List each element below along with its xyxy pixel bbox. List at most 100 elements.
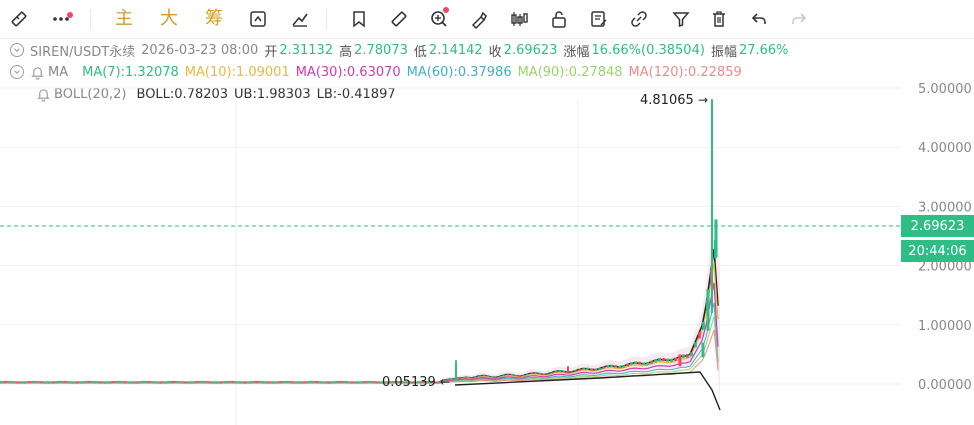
link-icon[interactable] bbox=[628, 8, 650, 30]
candle-body bbox=[586, 367, 590, 370]
candle-body bbox=[690, 352, 693, 357]
ma-label: MA bbox=[48, 64, 69, 80]
ma30-value: MA(30):0.63070 bbox=[295, 64, 401, 80]
candle-body bbox=[87, 381, 91, 383]
candle-body bbox=[542, 373, 546, 376]
undo-icon[interactable] bbox=[748, 8, 770, 30]
chevron-down-icon bbox=[14, 48, 20, 52]
candle-body bbox=[630, 362, 634, 365]
candle-body bbox=[223, 381, 227, 383]
chart-toolbar: 主 大 筹 bbox=[0, 0, 974, 39]
measure-icon[interactable] bbox=[388, 8, 410, 30]
candle-body bbox=[702, 321, 705, 330]
main-chart-button[interactable]: 主 bbox=[115, 8, 133, 29]
candle-body bbox=[55, 381, 59, 383]
candle-body bbox=[414, 381, 418, 384]
brush-icon[interactable] bbox=[468, 8, 490, 30]
candle-body bbox=[339, 381, 342, 383]
candle-body bbox=[418, 381, 422, 383]
redo-icon[interactable] bbox=[788, 8, 810, 30]
candle-body bbox=[558, 370, 562, 372]
delete-icon[interactable] bbox=[708, 8, 730, 30]
candle-body bbox=[606, 364, 610, 368]
zoom-badge-dot bbox=[443, 7, 449, 13]
candle-body bbox=[614, 365, 618, 368]
candle-body bbox=[83, 381, 87, 383]
bell-icon[interactable] bbox=[30, 65, 45, 80]
chip-distribution-button[interactable]: 筹 bbox=[205, 8, 223, 29]
candle-body bbox=[247, 381, 251, 384]
candle-body bbox=[347, 381, 350, 383]
candle-body bbox=[27, 381, 31, 383]
candle-body bbox=[502, 374, 506, 377]
ma-collapse-toggle[interactable] bbox=[10, 65, 24, 79]
candle-body bbox=[538, 372, 542, 375]
candle-body bbox=[111, 381, 115, 383]
boll-label: BOLL(20,2) bbox=[54, 86, 127, 102]
candle-body bbox=[255, 381, 259, 383]
candle-body bbox=[179, 381, 183, 383]
collapse-toggle[interactable] bbox=[10, 43, 24, 57]
big-order-button[interactable]: 大 bbox=[160, 8, 178, 29]
candle-body bbox=[299, 381, 302, 384]
ma7-value: MA(7):1.32078 bbox=[82, 64, 179, 80]
zoom-in-icon[interactable] bbox=[428, 8, 450, 30]
trend-line-icon[interactable] bbox=[289, 8, 311, 30]
candle-body bbox=[75, 381, 79, 384]
ruler-icon[interactable] bbox=[8, 8, 30, 30]
candle-body bbox=[466, 376, 470, 379]
candle-body bbox=[574, 370, 578, 373]
candle-body bbox=[103, 381, 107, 384]
bookmark-icon[interactable] bbox=[348, 8, 370, 30]
close-label: 收 bbox=[488, 44, 502, 60]
candle-body bbox=[698, 332, 701, 339]
bell-icon[interactable] bbox=[36, 87, 51, 102]
candlestick-icon[interactable] bbox=[508, 8, 530, 30]
candle-body bbox=[474, 376, 478, 379]
candle-body bbox=[291, 381, 294, 383]
ohlc-legend: SIREN/USDT永续 2026-03-23 08:00 开 2.31132 … bbox=[10, 41, 795, 60]
candle-body bbox=[147, 381, 151, 383]
candle-body bbox=[183, 381, 187, 384]
toolbar-divider bbox=[90, 9, 91, 29]
candle-body bbox=[582, 367, 586, 370]
high-mark-label: 4.81065 bbox=[640, 93, 694, 108]
high-mark-arrow-icon: → bbox=[698, 93, 708, 107]
candle-body bbox=[251, 381, 255, 383]
refresh-icon[interactable] bbox=[247, 8, 269, 30]
candle-body bbox=[570, 371, 574, 373]
candle-body bbox=[662, 357, 665, 362]
candle-body bbox=[99, 381, 103, 384]
candle-body bbox=[263, 381, 267, 383]
symbol-label: SIREN/USDT永续 bbox=[30, 44, 136, 60]
candle-body bbox=[51, 381, 55, 384]
candle-body bbox=[331, 381, 334, 384]
candle-body bbox=[267, 381, 271, 384]
candle-body bbox=[610, 364, 614, 368]
amplitude-label: 振幅 bbox=[710, 44, 737, 60]
candle-body bbox=[159, 381, 163, 384]
candle-body bbox=[458, 377, 462, 379]
candle-body bbox=[131, 381, 135, 384]
candle-body bbox=[215, 381, 219, 384]
candle-body bbox=[319, 381, 322, 383]
candle-body bbox=[343, 381, 346, 383]
candle-body bbox=[386, 381, 390, 384]
candle-body bbox=[422, 381, 426, 383]
more-icon[interactable] bbox=[50, 8, 72, 30]
unlock-icon[interactable] bbox=[548, 8, 570, 30]
candle-body bbox=[295, 381, 298, 384]
edit-note-icon[interactable] bbox=[588, 8, 610, 30]
candle-body bbox=[283, 381, 287, 383]
candle-body bbox=[410, 381, 414, 384]
candle-body bbox=[654, 359, 657, 363]
filter-icon[interactable] bbox=[670, 8, 692, 30]
high-value: 2.78073 bbox=[354, 42, 408, 58]
candle-body bbox=[323, 381, 326, 384]
candle-body bbox=[259, 381, 263, 383]
low-mark-label: 0.05139 bbox=[382, 375, 436, 390]
candle-body bbox=[478, 375, 482, 377]
candle-body bbox=[151, 381, 155, 383]
candle-body bbox=[327, 381, 330, 384]
